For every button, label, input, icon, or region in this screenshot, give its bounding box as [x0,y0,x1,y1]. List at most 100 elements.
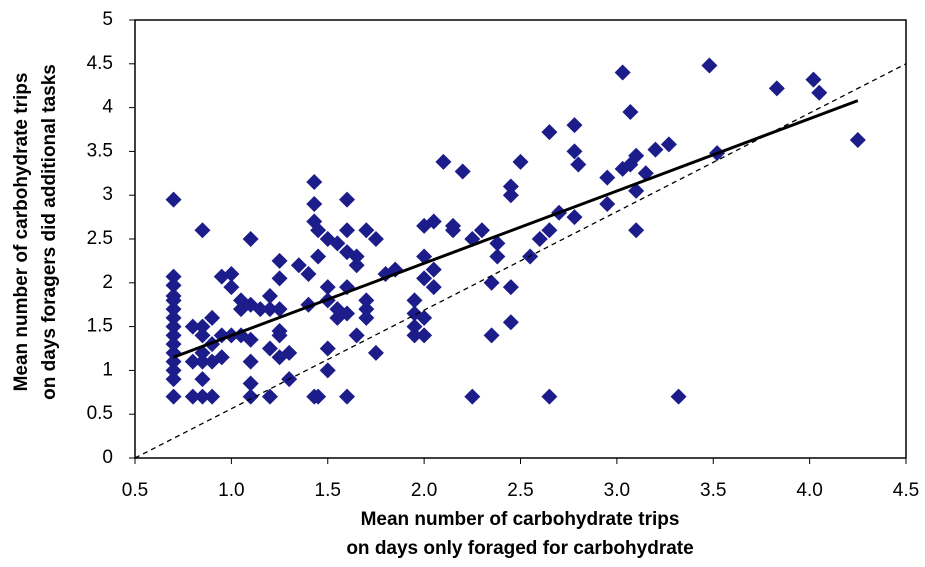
point [473,222,490,239]
point [165,371,182,388]
y-tick-label: 5 [102,9,113,30]
x-tick-label: 3.0 [604,480,630,501]
point [213,349,230,366]
point [445,222,462,239]
point [628,222,645,239]
point [242,375,259,392]
y-tick-label: 0 [102,447,113,468]
point [502,279,519,296]
y-tick-label: 2.5 [87,228,113,249]
point [628,147,645,164]
point [165,362,182,379]
point [614,64,631,81]
point [512,153,529,170]
point [242,353,259,370]
y-tick-label: 3.5 [87,140,113,161]
point [406,327,423,344]
point [358,292,375,309]
point [242,231,259,247]
point [339,305,356,322]
point [660,136,677,153]
point [194,222,211,239]
point [242,331,259,348]
point [290,257,307,274]
y-tick-label: 1.5 [87,316,113,337]
point [464,388,481,405]
point [425,261,442,278]
y-tick-label: 4.5 [87,53,113,74]
point [261,301,278,318]
point [165,301,182,318]
point [165,336,182,353]
point [367,231,384,247]
point [165,292,182,309]
point [358,301,375,318]
point [849,132,866,149]
x-tick-label: 2.5 [507,480,533,501]
y-axis-label: Mean number of carbohydrate trips [11,73,32,392]
point [406,318,423,335]
reference-line [134,63,907,459]
point [339,244,356,261]
point [531,231,548,247]
y-tick-label: 0.5 [87,403,113,424]
point [204,309,221,326]
point [329,235,346,252]
point [319,340,336,357]
point [165,318,182,335]
point [811,84,828,101]
y-tick-label: 1 [102,359,113,380]
point [319,362,336,379]
point [348,327,365,344]
point [165,191,182,208]
x-tick-label: 0.5 [122,480,148,501]
point [194,327,211,344]
point [622,103,639,120]
point [194,318,211,335]
point [566,209,583,226]
x-axis-label: Mean number of carbohydrate trips [361,509,680,530]
point [242,388,259,405]
y-tick-label: 4 [102,97,113,118]
point [194,353,211,370]
point [271,270,288,287]
x-tick-label: 1.5 [315,480,341,501]
point [454,163,471,180]
point [261,287,278,304]
point [310,248,327,265]
point [541,124,558,141]
point [310,388,327,405]
point [425,279,442,296]
point [271,252,288,269]
point [502,187,519,204]
point [570,156,587,173]
point [416,270,433,287]
point [310,222,327,239]
point [483,274,500,291]
point [566,117,583,134]
point [358,309,375,326]
point [489,235,506,252]
point [502,178,519,195]
point [647,141,664,158]
point [339,222,356,239]
point [300,266,317,283]
point [319,279,336,296]
point [281,344,298,361]
point [204,388,221,405]
y-tick-label: 3 [102,184,113,205]
point [599,169,616,186]
point [252,301,269,318]
point [165,327,182,344]
point [223,266,240,283]
point [184,388,201,405]
point [367,344,384,361]
point [502,314,519,331]
point [435,153,452,170]
point [416,327,433,344]
point [271,301,288,318]
point [184,318,201,335]
point [489,248,506,265]
point [483,327,500,344]
